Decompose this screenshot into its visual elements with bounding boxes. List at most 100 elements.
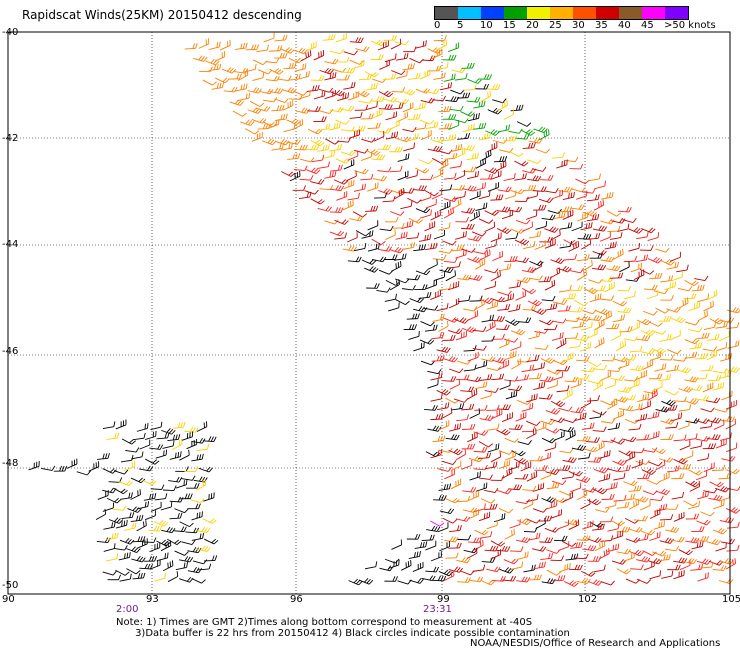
wind-barb <box>313 50 325 61</box>
barb-flag <box>383 90 389 95</box>
barb-flag <box>542 482 545 489</box>
barb-staff <box>179 454 190 461</box>
barb-flag <box>546 276 550 282</box>
barb-staff <box>106 537 118 541</box>
wind-barb <box>721 416 735 422</box>
barb-flag <box>632 217 637 223</box>
wind-barb <box>106 497 122 504</box>
barb-flag <box>597 487 603 492</box>
barb-flag <box>568 519 570 526</box>
barb-flag <box>720 485 725 491</box>
barb-staff <box>295 110 307 114</box>
barb-flag <box>590 342 592 348</box>
barb-flag <box>489 503 493 510</box>
wind-barb <box>406 313 420 320</box>
barb-flag <box>717 434 721 440</box>
wind-barb <box>551 189 564 200</box>
wind-barb <box>211 82 224 90</box>
barb-flag <box>310 175 314 181</box>
barb-flag <box>208 494 210 500</box>
wind-barb <box>424 405 438 411</box>
wind-barb <box>574 412 587 422</box>
barb-flag <box>454 172 457 179</box>
barb-flag <box>689 376 694 382</box>
wind-barb <box>431 355 445 362</box>
barb-flag <box>395 111 398 117</box>
wind-barb <box>420 97 435 104</box>
barb-flag <box>678 513 680 520</box>
barb-flag <box>192 427 196 433</box>
barb-flag <box>660 488 666 494</box>
wind-barb <box>448 298 460 309</box>
barb-flag <box>211 538 217 544</box>
barb-flag <box>597 524 600 530</box>
barb-flag <box>613 482 616 489</box>
barb-flag <box>550 408 556 413</box>
barb-staff <box>130 477 142 484</box>
barb-flag <box>659 351 662 358</box>
wind-barb <box>202 79 217 86</box>
wind-barb <box>175 479 188 489</box>
barb-flag <box>604 468 609 474</box>
barb-flag <box>119 477 123 483</box>
wind-barb <box>354 243 367 252</box>
barb-flag <box>638 379 640 385</box>
barb-flag <box>589 211 595 216</box>
barb-staff <box>214 56 225 62</box>
barb-flag <box>716 397 721 404</box>
barb-flag <box>71 460 73 467</box>
wind-barb <box>484 387 499 393</box>
barb-flag <box>522 239 527 244</box>
barb-flag <box>166 526 171 532</box>
wind-barb <box>508 461 520 471</box>
barb-flag <box>152 459 158 464</box>
barb-staff <box>144 515 156 521</box>
wind-barb <box>531 308 547 315</box>
barb-flag <box>582 435 586 442</box>
barb-staff <box>389 124 400 130</box>
barb-flag <box>433 88 437 94</box>
barb-flag <box>447 522 449 528</box>
barb-flag <box>124 469 129 475</box>
barb-flag <box>155 430 157 437</box>
wind-barb <box>265 75 280 82</box>
barb-staff <box>676 369 688 374</box>
barb-flag <box>510 391 513 398</box>
barb-flag <box>564 535 568 542</box>
wind-barb <box>607 422 621 431</box>
barb-flag <box>460 478 462 485</box>
barb-flag <box>563 211 566 217</box>
barb-staff <box>406 278 418 281</box>
barb-staff <box>238 97 249 102</box>
barb-flag <box>508 508 514 514</box>
wind-barb <box>385 216 399 223</box>
barb-flag <box>583 374 587 380</box>
barb-staff <box>534 347 546 350</box>
wind-barb <box>521 364 535 373</box>
barb-flag <box>109 468 115 473</box>
barb-flag <box>676 364 679 371</box>
wind-barb <box>292 119 304 130</box>
wind-barb <box>670 330 681 341</box>
barb-flag <box>468 145 473 151</box>
barb-flag <box>448 54 452 61</box>
barb-flag <box>434 526 438 532</box>
barb-flag <box>491 144 493 150</box>
barb-staff <box>102 426 114 430</box>
barb-flag <box>684 298 687 305</box>
barb-flag <box>487 92 489 98</box>
barb-flag <box>494 487 499 493</box>
barb-flag <box>519 424 523 430</box>
wind-barb <box>607 225 621 233</box>
barb-staff <box>244 68 256 73</box>
wind-barb <box>700 365 714 372</box>
barb-flag <box>334 219 339 225</box>
barb-flag <box>605 507 610 513</box>
barb-staff <box>102 489 113 494</box>
barb-staff <box>550 400 561 408</box>
barb-flag <box>623 472 626 479</box>
barb-flag <box>469 443 473 450</box>
barb-staff <box>475 386 486 390</box>
barb-flag <box>218 41 221 48</box>
barb-staff <box>562 496 573 503</box>
